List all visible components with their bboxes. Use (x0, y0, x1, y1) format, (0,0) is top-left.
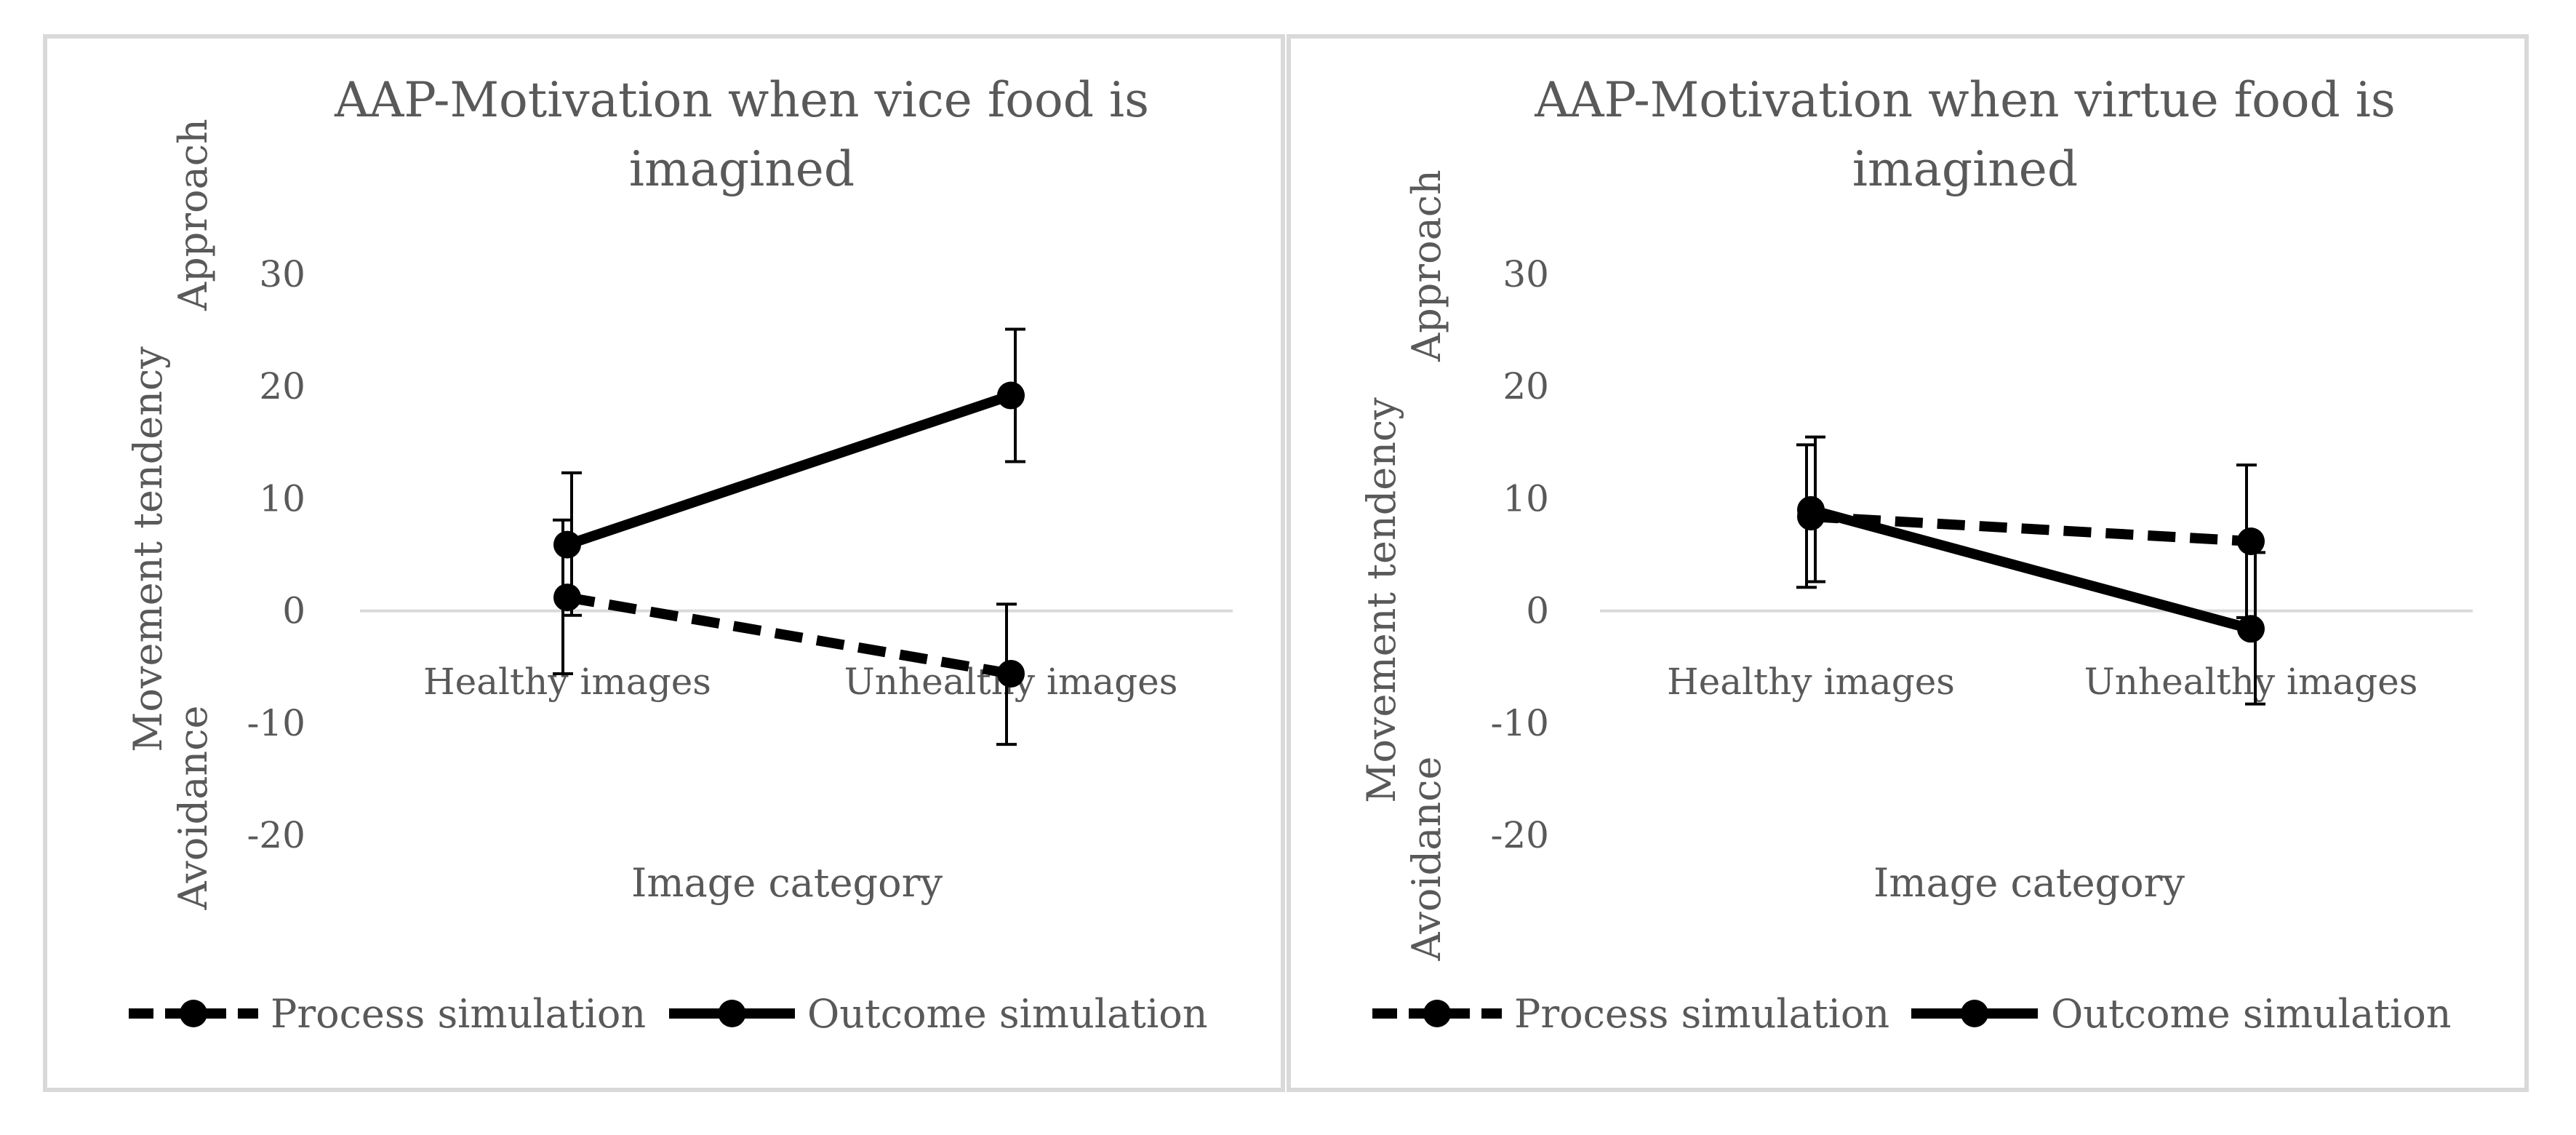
x-category-label: Healthy images (423, 661, 711, 703)
legend-label: Outcome simulation (2051, 991, 2452, 1037)
legend-label: Process simulation (1514, 991, 1889, 1037)
legend-entry: Outcome simulation (669, 991, 1208, 1037)
y-axis-avoidance-label: Avoidance (170, 706, 216, 911)
y-tick-label: 20 (259, 365, 305, 407)
series-line (565, 390, 1013, 550)
chart-title-line: imagined (629, 141, 855, 197)
data-point (2237, 615, 2265, 643)
legend-label: Outcome simulation (807, 991, 1208, 1037)
x-category-label: Unhealthy images (2084, 661, 2418, 703)
series-line (566, 592, 1012, 679)
data-point (997, 659, 1025, 688)
y-tick-label: -10 (247, 702, 305, 744)
data-point (1797, 495, 1825, 524)
y-tick-label: 20 (1503, 365, 1549, 407)
chart-panel-1: AAP-Motivation when vice food is imagined… (43, 34, 1285, 1092)
chart-title-line: imagined (1852, 141, 2078, 197)
chart-frame (1287, 34, 2529, 1092)
y-tick-label: 10 (259, 477, 305, 519)
legend-entry: Process simulation (129, 991, 646, 1037)
legend-entry: Outcome simulation (1911, 991, 2452, 1037)
y-axis-title: Movement tendency (125, 346, 171, 752)
series-solid (553, 327, 1025, 617)
y-tick-label: 10 (1503, 477, 1549, 519)
legend-swatch-marker (718, 1000, 746, 1027)
y-tick-label: 0 (1526, 590, 1549, 632)
series-line (1810, 511, 2252, 546)
y-tick-label: -10 (1490, 702, 1549, 744)
y-tick-label: 30 (1503, 253, 1549, 295)
legend-swatch-marker (1423, 1000, 1451, 1027)
data-point (553, 584, 581, 612)
chart-title-line: AAP-Motivation when virtue food is (1534, 72, 2396, 128)
y-tick-label: 0 (282, 590, 305, 632)
y-tick-label: 30 (259, 253, 305, 295)
data-point (553, 530, 581, 559)
data-point (2237, 527, 2265, 555)
legend-label: Process simulation (271, 991, 646, 1037)
y-axis-approach-label: Approach (170, 119, 216, 311)
legend-entry: Process simulation (1372, 991, 1889, 1037)
y-tick-label: -20 (1490, 814, 1549, 856)
legend-swatch-marker (1961, 1000, 1988, 1027)
y-axis-avoidance-label: Avoidance (1404, 757, 1449, 962)
y-axis-approach-label: Approach (1404, 170, 1449, 362)
chart-frame (43, 34, 1285, 1092)
chart-title-line: AAP-Motivation when vice food is (334, 72, 1149, 128)
data-point (997, 381, 1025, 410)
y-tick-label: -20 (247, 814, 305, 856)
x-axis-title: Image category (1873, 860, 2185, 906)
series-line (1809, 505, 2252, 634)
chart-panel-2: AAP-Motivation when virtue food is imagin… (1287, 34, 2529, 1092)
y-axis-title: Movement tendency (1359, 397, 1404, 803)
x-category-label: Healthy images (1667, 661, 1955, 703)
x-axis-title: Image category (631, 860, 943, 906)
legend-swatch-marker (180, 1000, 207, 1027)
series-solid (1797, 435, 2265, 706)
